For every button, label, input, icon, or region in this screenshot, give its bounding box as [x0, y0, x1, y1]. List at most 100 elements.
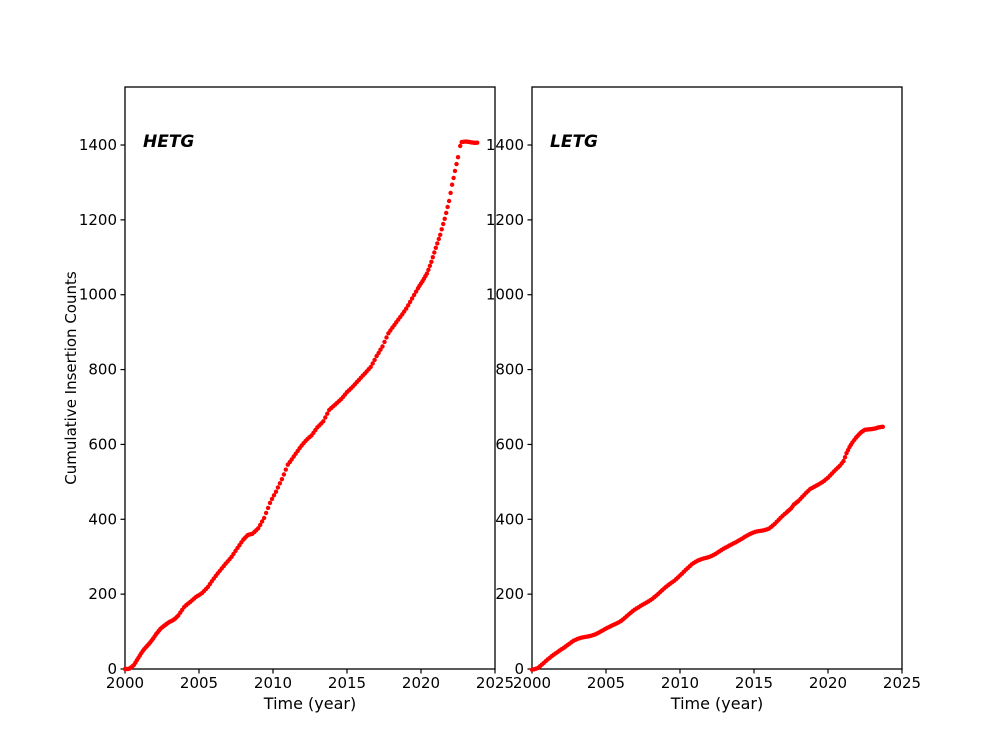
data-point	[445, 204, 450, 210]
data-point	[426, 267, 431, 272]
data-point	[411, 292, 417, 298]
data-point	[841, 458, 846, 464]
y-tick-label: 1400	[486, 136, 524, 154]
data-point	[842, 455, 848, 460]
letg-spines	[531, 86, 903, 670]
hetg-spines	[124, 86, 496, 670]
x-tick-label: 2000	[513, 674, 551, 692]
y-tick-label: 1400	[79, 136, 117, 154]
hetg-y-ticks: 0 200 400 600 800 1000 1200 1400	[79, 136, 125, 678]
data-point	[273, 489, 279, 494]
data-point	[454, 161, 459, 167]
letg-y-ticks: 0 200 400 600 800 1000 1200 1400	[486, 136, 532, 678]
data-point	[258, 522, 263, 528]
data-point	[458, 143, 463, 149]
hetg-points	[122, 139, 480, 672]
x-tick-label: 2000	[106, 674, 144, 692]
letg-axes: 2000 2005 2010 2015 2020 2025 0 200 400 600 800 100…	[486, 86, 921, 692]
data-point	[406, 303, 411, 308]
x-tick-label: 2015	[735, 674, 773, 692]
data-point	[370, 361, 375, 366]
data-point	[429, 259, 434, 264]
x-tick-label: 2010	[254, 674, 292, 692]
data-point	[438, 232, 443, 237]
y-tick-label: 1200	[486, 211, 524, 229]
x-tick-label: 2025	[883, 674, 921, 692]
data-point	[267, 500, 273, 506]
data-point	[321, 419, 326, 424]
data-point	[427, 263, 433, 268]
data-point	[433, 245, 438, 250]
data-point	[436, 236, 441, 242]
data-point	[265, 505, 271, 511]
x-tick-label: 2020	[402, 674, 440, 692]
letg-annotation: LETG	[550, 132, 598, 152]
y-tick-label: 400	[495, 510, 524, 528]
data-point	[446, 198, 452, 204]
data-point	[281, 472, 287, 477]
data-point	[444, 210, 449, 216]
letg-points	[529, 424, 885, 672]
data-point	[451, 175, 456, 181]
data-point	[279, 477, 285, 482]
y-tick-label: 800	[88, 361, 117, 379]
y-tick-label: 400	[88, 510, 117, 528]
data-point	[325, 411, 330, 416]
data-point	[448, 190, 453, 196]
data-point	[455, 155, 461, 160]
y-tick-label: 0	[514, 660, 524, 678]
y-tick-label: 1000	[79, 286, 117, 304]
data-point	[263, 510, 269, 516]
xaxis-label-left: Time (year)	[263, 694, 357, 713]
y-tick-label: 800	[495, 361, 524, 379]
y-tick-label: 600	[88, 435, 117, 453]
data-point	[261, 515, 267, 521]
data-point	[378, 347, 383, 352]
y-tick-label: 200	[88, 585, 117, 603]
data-point	[380, 344, 385, 349]
data-point	[271, 493, 277, 498]
data-point	[256, 526, 261, 531]
data-point	[449, 182, 455, 187]
data-point	[259, 519, 265, 524]
data-point	[413, 289, 419, 294]
data-point	[452, 168, 458, 174]
y-tick-label: 600	[495, 435, 524, 453]
y-tick-label: 200	[495, 585, 524, 603]
data-point	[475, 140, 480, 145]
data-point	[277, 481, 283, 486]
data-point	[372, 357, 377, 363]
data-point	[275, 485, 281, 490]
y-tick-label: 1000	[486, 286, 524, 304]
data-point	[409, 296, 415, 301]
data-point	[382, 339, 387, 345]
x-tick-label: 2005	[587, 674, 625, 692]
hetg-x-ticks: 2000 2005 2010 2015 2020 2025	[106, 669, 514, 692]
data-point	[404, 306, 409, 311]
x-tick-label: 2005	[180, 674, 218, 692]
data-point	[432, 250, 437, 255]
x-tick-label: 2015	[328, 674, 366, 692]
yaxis-label: Cumulative Insertion Counts	[62, 271, 80, 485]
hetg-axes: 2000 2005 2010 2015 2020 2025 0 200 400 600 800 100…	[79, 86, 514, 692]
letg-x-ticks: 2000 2005 2010 2015 2020 2025	[513, 669, 921, 692]
data-point	[368, 364, 373, 370]
hetg-annotation: HETG	[143, 132, 195, 152]
y-tick-label: 1200	[79, 211, 117, 229]
data-point	[430, 255, 435, 260]
data-point	[441, 221, 446, 227]
data-point	[439, 227, 444, 232]
x-tick-label: 2010	[661, 674, 699, 692]
data-point	[376, 350, 381, 356]
data-point	[880, 424, 885, 429]
xaxis-label-right: Time (year)	[670, 694, 764, 713]
data-point	[407, 299, 413, 305]
data-point	[323, 415, 328, 420]
data-point	[442, 216, 447, 221]
x-tick-label: 2020	[809, 674, 847, 692]
data-point	[424, 271, 430, 276]
data-point	[269, 496, 275, 502]
data-point	[435, 241, 440, 246]
